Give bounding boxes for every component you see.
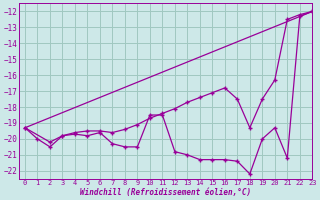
X-axis label: Windchill (Refroidissement éolien,°C): Windchill (Refroidissement éolien,°C): [80, 188, 251, 197]
